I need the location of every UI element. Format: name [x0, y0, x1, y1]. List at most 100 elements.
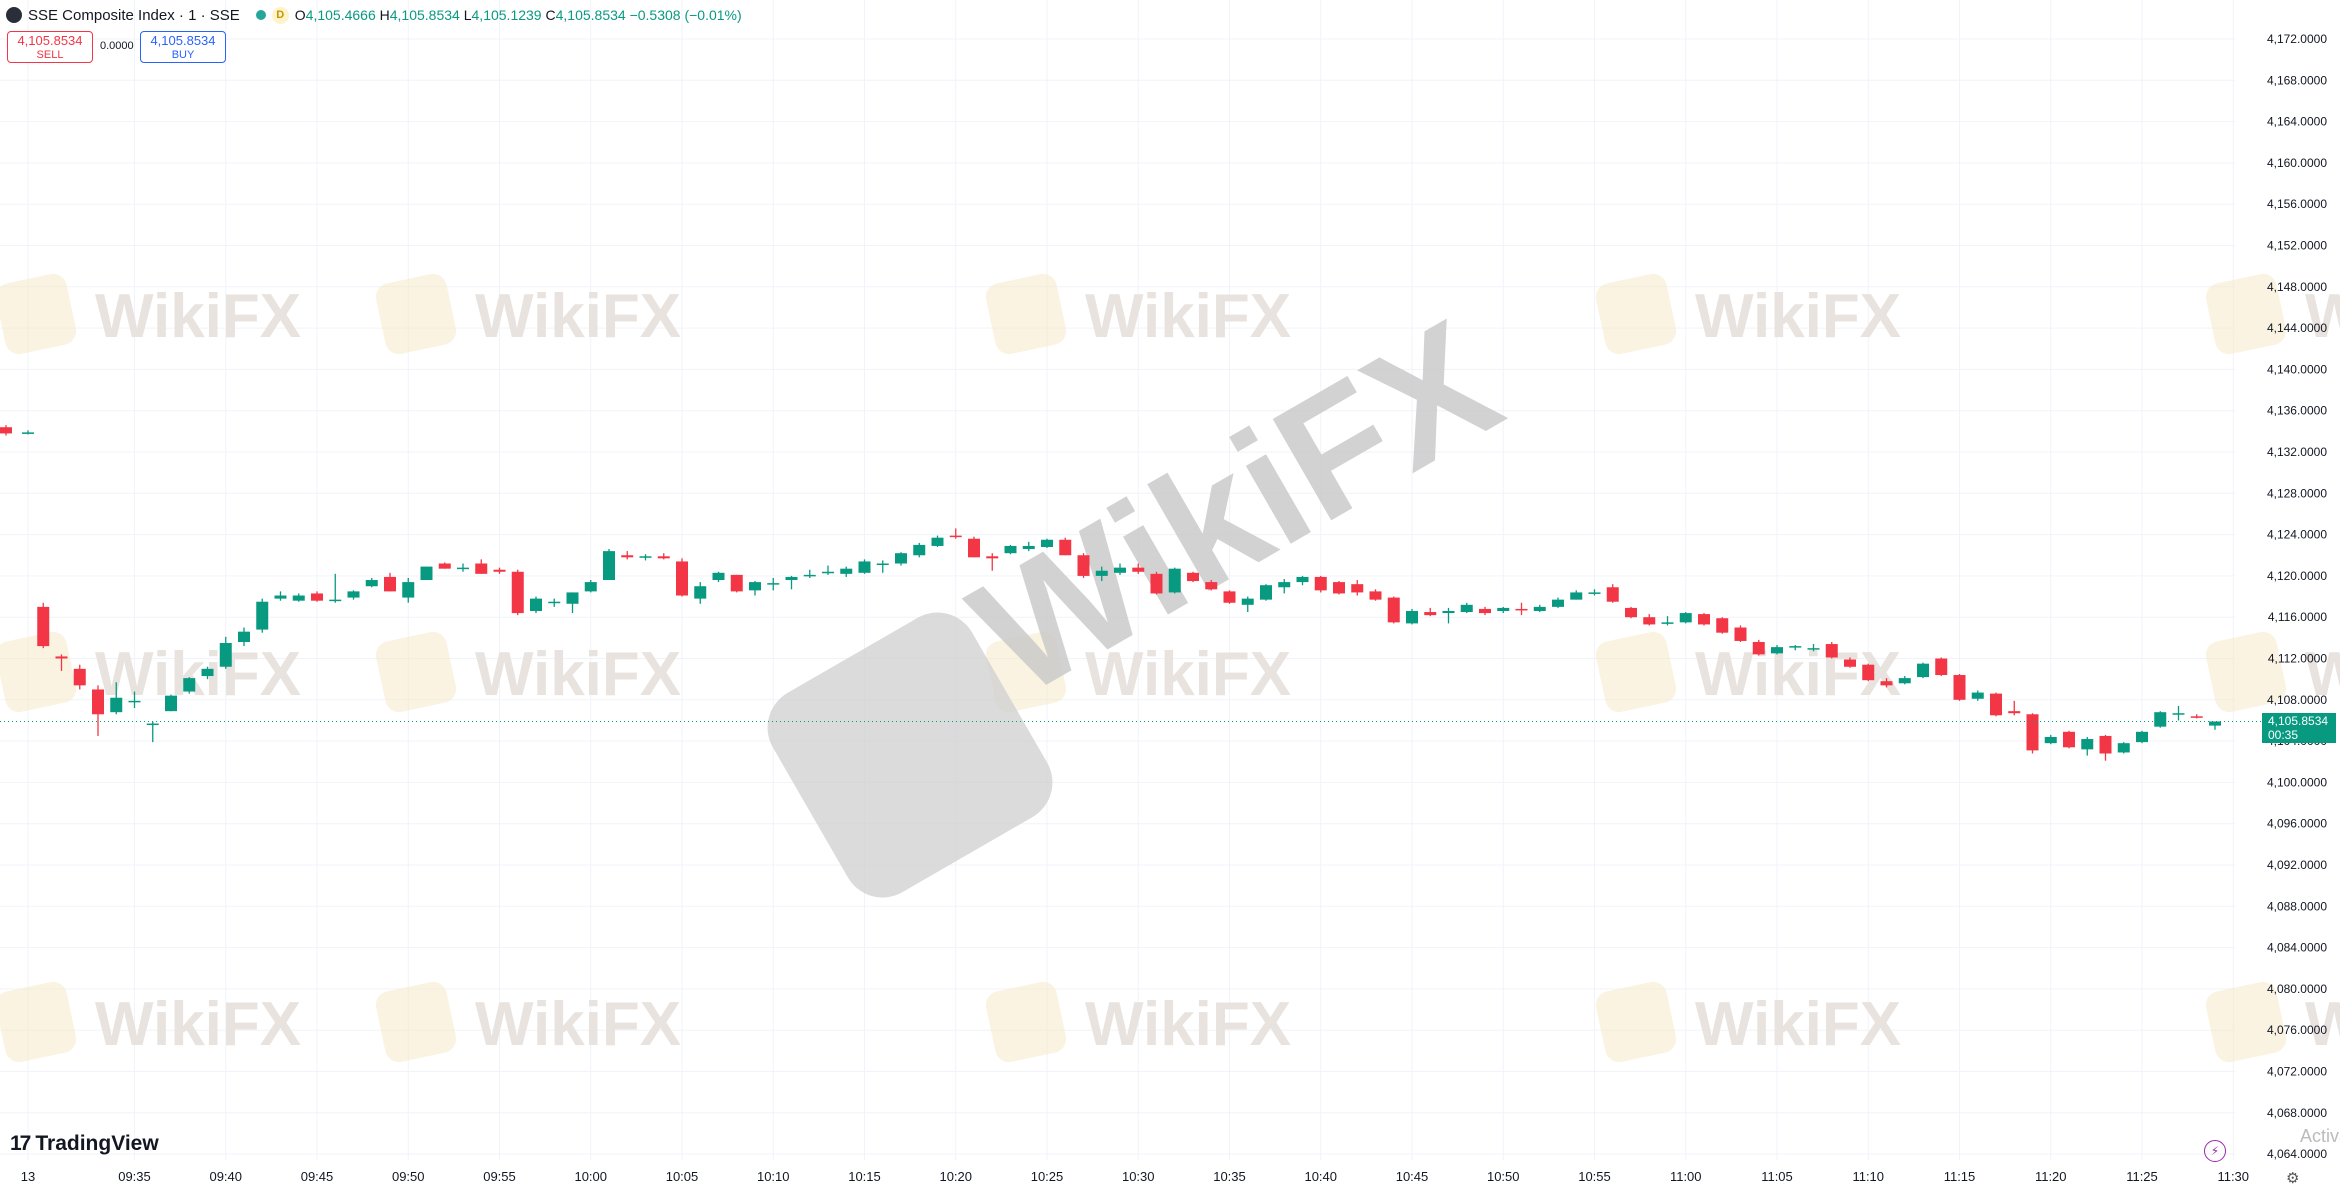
candle-body [457, 567, 469, 570]
price-tick-label: 4,160.0000 [2267, 156, 2327, 170]
candle-body [1789, 646, 1802, 648]
candle-body [1935, 658, 1948, 676]
candle-body [530, 598, 542, 612]
wikifx-watermark-layer: WikiFX WikiFX WikiFX WikiFX WikiFX WikiFX Wiki… [0, 273, 2340, 1063]
candle-body [37, 606, 50, 647]
watermark-logo-icon [1595, 981, 1677, 1063]
candle-body [840, 568, 853, 574]
lightning-icon[interactable]: ⚡ [2204, 1140, 2226, 1162]
sell-label: SELL [36, 49, 64, 61]
price-tick-label: 4,076.0000 [2267, 1023, 2327, 1037]
candle-body [803, 574, 816, 577]
watermark-logo-icon [375, 631, 457, 713]
price-tick-label: 4,100.0000 [2267, 775, 2327, 789]
gear-icon[interactable]: ⚙ [2286, 1170, 2300, 1187]
candle-body [1059, 539, 1072, 556]
time-tick-label: 09:55 [483, 1169, 516, 1184]
candle-body [329, 599, 342, 602]
time-tick-label: 10:20 [939, 1169, 972, 1184]
sell-price: 4,105.8534 [17, 33, 83, 48]
watermark-text: WikiFX [1085, 282, 1291, 351]
watermark-logo-icon [2205, 981, 2287, 1063]
candle-body [895, 553, 907, 564]
candle-body [657, 556, 670, 559]
chart-grid [0, 0, 2235, 1160]
time-axis: 13 09:35 09:40 09:45 09:50 09:55 10:00 10:05 10:… [21, 1169, 2249, 1184]
candle-body [1552, 599, 1564, 607]
time-tick-label: 11:30 [2217, 1169, 2249, 1184]
watermark-logo-icon [2205, 631, 2287, 713]
candle-body [1333, 582, 1345, 594]
candle-body [1424, 612, 1437, 616]
buy-button[interactable]: 4,105.8534 BUY [140, 31, 226, 63]
watermark-text: WikiFX [2305, 282, 2340, 351]
watermark-logo-icon [985, 981, 1067, 1063]
candle-body [1278, 582, 1291, 588]
tradingview-logo[interactable]: 17 TradingView [10, 1132, 159, 1156]
watermark-text: WikiFX [1695, 990, 1901, 1059]
time-tick-label: 11:15 [1944, 1169, 1976, 1184]
watermark-logo-icon [1595, 273, 1677, 355]
candle-body [1898, 678, 1911, 684]
candle-body [0, 427, 12, 434]
time-tick-label: 10:35 [1213, 1169, 1246, 1184]
candle-body [1114, 567, 1126, 573]
candle-body [694, 586, 707, 599]
symbol-legend[interactable]: SSE Composite Index · 1 · SSE D O4,105.4… [6, 4, 742, 26]
candle-body [2008, 711, 2021, 714]
candle-body [1479, 608, 1491, 614]
watermark-text: WikiFX [1695, 282, 1901, 351]
candle-body [1771, 647, 1783, 654]
candle-body [2190, 716, 2203, 718]
candle-body [183, 678, 196, 692]
price-tick-label: 4,148.0000 [2267, 280, 2327, 294]
watermark-text: WikiFX [2305, 990, 2340, 1059]
candle-body [2154, 712, 2167, 727]
candle-body [1205, 582, 1218, 590]
sell-button[interactable]: 4,105.8534 SELL [7, 31, 93, 63]
candle-body [1406, 611, 1418, 624]
candle-series [0, 425, 2221, 761]
candle-body [1497, 607, 1510, 612]
symbol-title[interactable]: SSE Composite Index · 1 · SSE [28, 6, 240, 24]
candle-body [2081, 739, 2094, 750]
buy-price: 4,105.8534 [150, 33, 216, 48]
candle-body [1187, 572, 1199, 582]
candle-body [1588, 592, 1601, 594]
watermark-logo-icon [0, 273, 77, 355]
time-tick-label: 10:10 [757, 1169, 790, 1184]
candle-body [712, 572, 725, 581]
low-value: 4,105.1239 [471, 7, 542, 23]
watermark-text: WikiFX [95, 990, 301, 1059]
price-tick-label: 4,116.0000 [2268, 610, 2327, 624]
buy-label: BUY [171, 49, 195, 61]
low-label: L [463, 7, 472, 23]
candle-body [1515, 608, 1528, 611]
time-tick-label: 10:25 [1031, 1169, 1064, 1184]
candle-body [347, 591, 360, 598]
candle-body [110, 697, 123, 713]
price-tick-label: 4,156.0000 [2267, 197, 2327, 211]
spread-value: 0.0000 [100, 40, 134, 52]
candle-body [968, 538, 980, 558]
high-value: 4,105.8534 [389, 7, 460, 23]
candle-body [1570, 592, 1583, 600]
candle-body [876, 563, 889, 566]
candle-body [1533, 606, 1546, 612]
last-price-value: 4,105.8534 [2268, 714, 2329, 728]
candle-body [1351, 584, 1364, 593]
price-axis: 4,172.0000 4,168.0000 4,164.0000 4,160.0000… [2267, 32, 2327, 1161]
candle-body [2099, 735, 2112, 754]
candle-body [1460, 604, 1473, 613]
tradingview-mark-icon: 17 [10, 1132, 31, 1155]
ohlc-values: O4,105.4666 H4,105.8534 L4,105.1239 C4,1… [295, 7, 742, 23]
candle-body [92, 689, 104, 715]
candle-body [128, 700, 141, 703]
time-tick-label: 09:50 [392, 1169, 425, 1184]
time-tick-label: 11:25 [2126, 1169, 2158, 1184]
candle-body [1679, 613, 1692, 623]
delayed-badge[interactable]: D [271, 6, 289, 24]
candle-body [438, 563, 451, 569]
candle-body [858, 561, 871, 573]
